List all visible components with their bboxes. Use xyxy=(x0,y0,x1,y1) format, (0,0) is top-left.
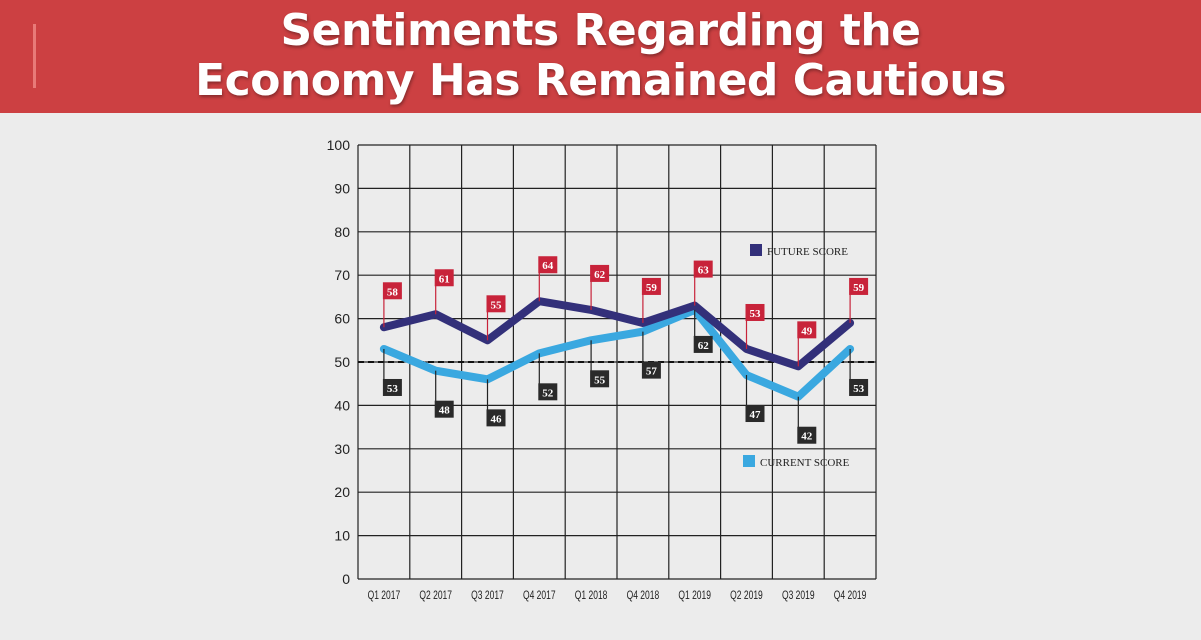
y-tick-label: 10 xyxy=(334,528,350,544)
current-data-label: 62 xyxy=(698,340,710,352)
future-data-label: 53 xyxy=(750,308,762,320)
x-tick-label: Q2 2017 xyxy=(419,590,452,603)
y-tick-label: 80 xyxy=(334,224,350,240)
page-title: Sentiments Regarding the Economy Has Rem… xyxy=(0,6,1201,106)
x-tick-label: Q4 2018 xyxy=(627,590,660,603)
title-banner: Sentiments Regarding the Economy Has Rem… xyxy=(0,0,1201,113)
future-flag-box xyxy=(486,295,506,313)
y-tick-label: 40 xyxy=(334,397,350,413)
future-flag-box xyxy=(797,321,817,339)
y-tick-label: 50 xyxy=(334,354,350,370)
future-flag-box xyxy=(434,269,454,287)
future-data-label: 62 xyxy=(594,269,606,281)
current-data-label: 42 xyxy=(801,431,813,443)
x-tick-label: Q1 2018 xyxy=(575,590,608,603)
y-tick-label: 20 xyxy=(334,484,350,500)
y-tick-label: 90 xyxy=(334,180,350,196)
future-flag-box xyxy=(641,277,661,295)
title-line-2: Economy Has Remained Cautious xyxy=(195,55,1006,106)
current-flag-box xyxy=(486,409,506,427)
x-tick-label: Q4 2019 xyxy=(834,590,867,603)
current-flag-box xyxy=(538,383,558,401)
y-tick-label: 70 xyxy=(334,267,350,283)
future-flag-box xyxy=(382,282,402,300)
current-flag-box xyxy=(434,400,454,418)
y-tick-label: 30 xyxy=(334,441,350,457)
current-data-label: 53 xyxy=(387,383,399,395)
x-tick-label: Q4 2017 xyxy=(523,590,556,603)
future-data-label: 63 xyxy=(698,265,710,277)
title-line-1: Sentiments Regarding the xyxy=(280,5,921,56)
current-flag-box xyxy=(797,426,817,444)
current-data-label: 46 xyxy=(491,413,503,425)
future-flag-box xyxy=(745,303,765,321)
future-data-label: 49 xyxy=(801,325,813,337)
future-flag-box xyxy=(849,277,869,295)
current-flag-box xyxy=(849,378,869,396)
x-tick-label: Q1 2017 xyxy=(368,590,401,603)
current-data-label: 53 xyxy=(853,383,865,395)
current-flag-box xyxy=(590,370,610,388)
series-line-current-score xyxy=(379,305,855,401)
future-data-label: 59 xyxy=(853,282,865,294)
legend-swatch-current xyxy=(743,455,755,467)
legend-label-future: FUTURE SCORE xyxy=(767,246,848,258)
current-flag-box xyxy=(693,335,713,353)
current-flag-box xyxy=(745,405,765,423)
current-flag-box xyxy=(641,361,661,379)
future-data-label: 59 xyxy=(646,282,658,294)
legend-label-current: CURRENT SCORE xyxy=(760,457,850,469)
legend-swatch-future xyxy=(750,244,762,256)
current-data-label: 52 xyxy=(542,387,554,399)
line-chart: 0 10 20 30 40 50 60 70 80 90 100 Q1 2017 Q2 2017 Q3 2… xyxy=(327,137,877,603)
current-data-label: 47 xyxy=(750,409,762,421)
current-flag-box xyxy=(382,378,402,396)
x-tick-label: Q3 2017 xyxy=(471,590,504,603)
y-tick-label: 60 xyxy=(334,311,350,327)
future-flag-box xyxy=(538,256,558,274)
x-tick-label: Q2 2019 xyxy=(730,590,763,603)
future-flag-box xyxy=(693,260,713,278)
series-line-future-score xyxy=(379,297,855,371)
x-tick-label: Q1 2019 xyxy=(678,590,711,603)
x-tick-label: Q3 2019 xyxy=(782,590,815,603)
current-data-label: 57 xyxy=(646,366,658,378)
y-tick-label: 0 xyxy=(342,571,350,587)
future-data-label: 55 xyxy=(491,299,503,311)
future-data-label: 58 xyxy=(387,286,399,298)
chart-panel: 0 10 20 30 40 50 60 70 80 90 100 Q1 2017 Q2 2017 Q3 2… xyxy=(0,113,1201,640)
banner-accent-bar xyxy=(33,24,36,88)
current-data-label: 55 xyxy=(594,374,606,386)
future-flag-box xyxy=(590,264,610,282)
future-data-label: 61 xyxy=(439,273,450,285)
y-tick-label: 100 xyxy=(327,137,351,153)
current-data-label: 48 xyxy=(439,405,451,417)
future-data-label: 64 xyxy=(542,260,554,272)
